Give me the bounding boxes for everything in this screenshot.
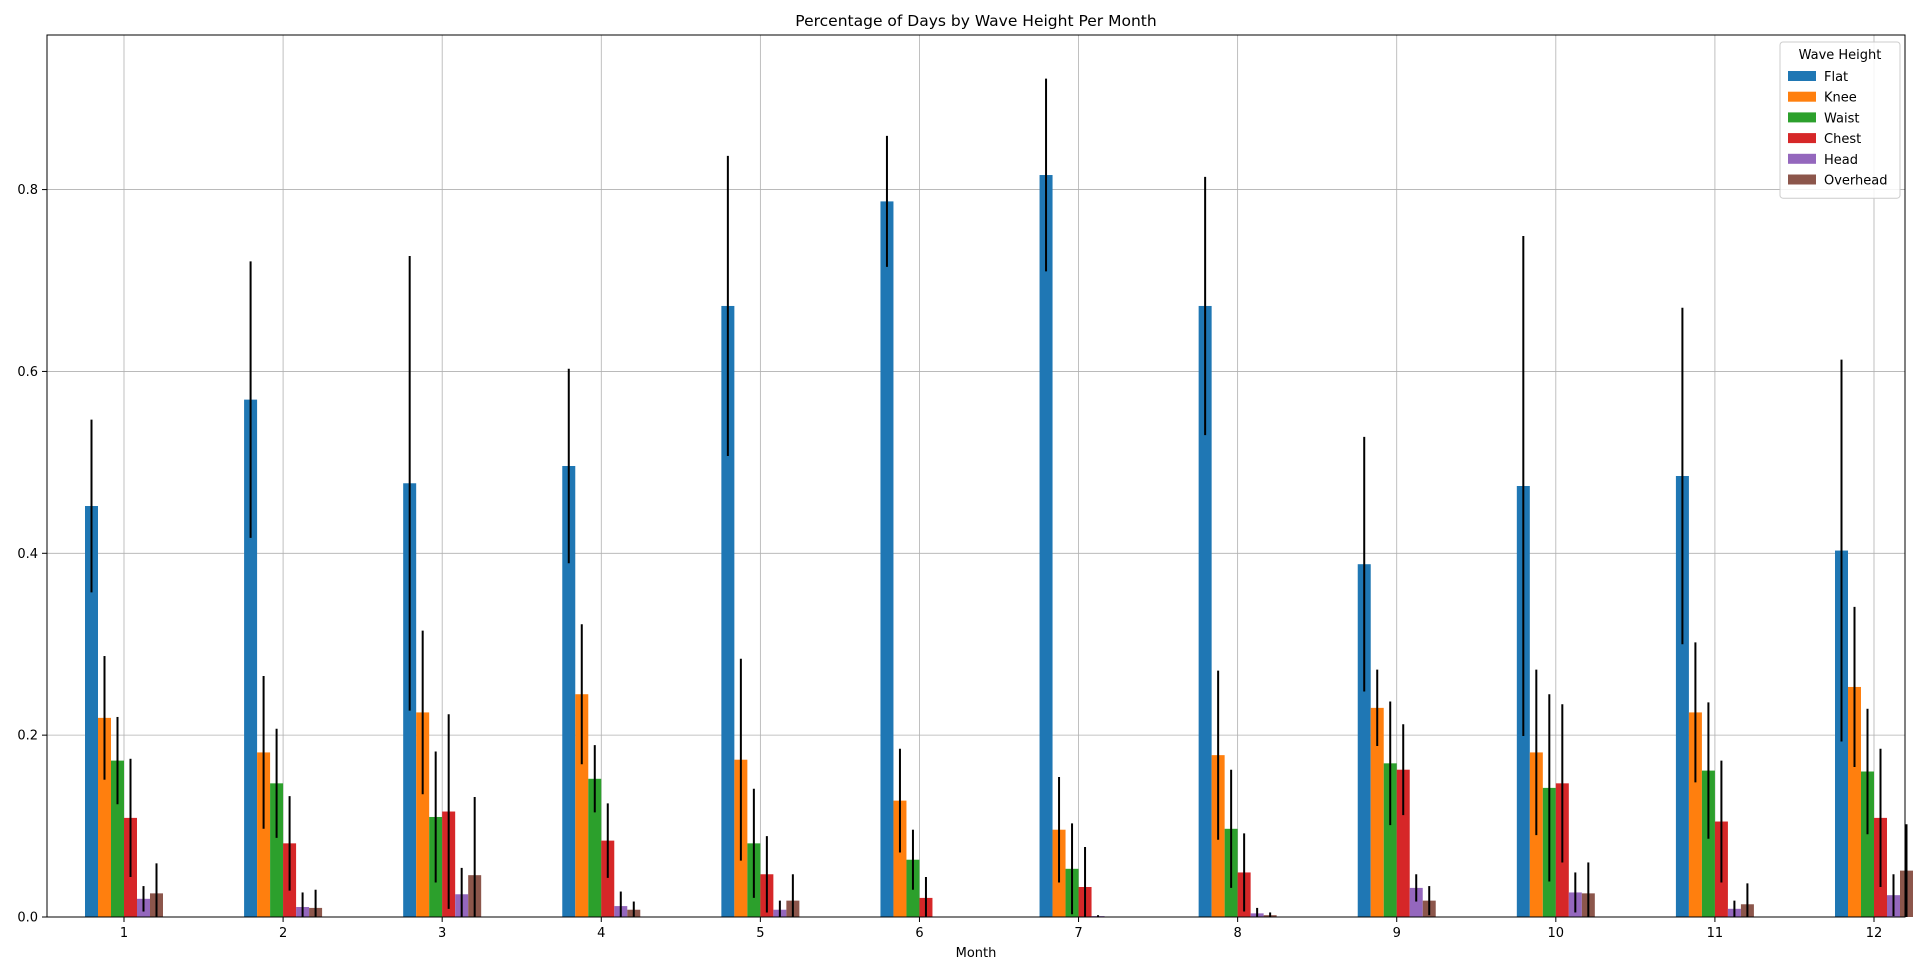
bar-flat: [721, 305, 735, 917]
y-tick-label: 0.4: [17, 547, 38, 562]
chart-title: Percentage of Days by Wave Height Per Mo…: [795, 12, 1156, 30]
legend-swatch-chest: [1788, 133, 1816, 144]
bars: [85, 175, 1913, 917]
x-tick-label: 5: [756, 926, 764, 941]
bar-knee: [575, 694, 589, 917]
bar-chest: [601, 840, 615, 917]
x-tick-label: 6: [915, 926, 923, 941]
legend-swatch-flat: [1788, 71, 1816, 81]
x-tick-label: 10: [1548, 926, 1565, 941]
legend-swatch-head: [1788, 153, 1816, 164]
bar-flat: [1039, 175, 1053, 917]
bar-flat: [562, 465, 576, 917]
legend-label-head: Head: [1824, 153, 1858, 168]
bar-flat: [85, 506, 98, 917]
error-bars: [90, 78, 1908, 917]
bar-waist: [1861, 771, 1874, 917]
y-tick-label: 0.8: [17, 183, 38, 198]
bar-head: [1409, 887, 1423, 917]
bar-waist: [1701, 770, 1715, 917]
legend-label-overhead: Overhead: [1824, 174, 1888, 189]
bar-flat: [1357, 564, 1371, 917]
bar-knee: [1848, 686, 1861, 917]
plot-frame: [46, 34, 1906, 918]
legend-label-knee: Knee: [1824, 91, 1857, 106]
legend: Wave Height Flat Knee Waist Chest Head Overhea…: [1779, 41, 1901, 199]
bar-flat: [1675, 476, 1689, 917]
bar-waist: [588, 778, 602, 917]
x-tick-label: 11: [1707, 926, 1724, 941]
x-tick-label: 2: [279, 926, 287, 941]
legend-label-waist: Waist: [1824, 111, 1859, 126]
bar-chest: [1396, 769, 1410, 917]
x-axis-label: Month: [956, 946, 997, 961]
legend-label-flat: Flat: [1824, 70, 1848, 85]
x-tick-label: 3: [438, 926, 446, 941]
bar-waist: [270, 783, 284, 917]
bar-knee: [1370, 707, 1384, 917]
y-tick-label: 0.6: [17, 365, 38, 380]
x-tick-label: 1: [120, 926, 128, 941]
bar-waist: [1383, 763, 1397, 917]
x-tick-label: 4: [597, 926, 605, 941]
legend-swatch-waist: [1788, 112, 1816, 123]
bar-knee: [893, 800, 907, 917]
legend-label-chest: Chest: [1824, 132, 1861, 147]
bar-knee: [1688, 712, 1702, 917]
legend-swatch-overhead: [1788, 174, 1816, 185]
legend-title: Wave Height: [1799, 48, 1882, 63]
bar-knee: [98, 717, 111, 917]
x-tick-label: 12: [1866, 926, 1883, 941]
x-tick-label: 7: [1074, 926, 1082, 941]
bar-knee: [416, 712, 430, 917]
bar-flat: [880, 201, 894, 917]
bar-knee: [257, 752, 271, 917]
bar-waist: [111, 760, 124, 917]
y-tick-label: 0.0: [17, 911, 38, 926]
x-tick-label: 8: [1233, 926, 1241, 941]
axis-ticks: 1 2 3 4 5 6 7 8 9 10 11 120.00.20.40.60.8: [17, 183, 1882, 941]
y-tick-label: 0.2: [17, 729, 38, 744]
legend-swatch-knee: [1788, 91, 1816, 102]
bar-flat: [244, 399, 258, 917]
x-tick-label: 9: [1393, 926, 1401, 941]
bar-flat: [1198, 305, 1212, 917]
